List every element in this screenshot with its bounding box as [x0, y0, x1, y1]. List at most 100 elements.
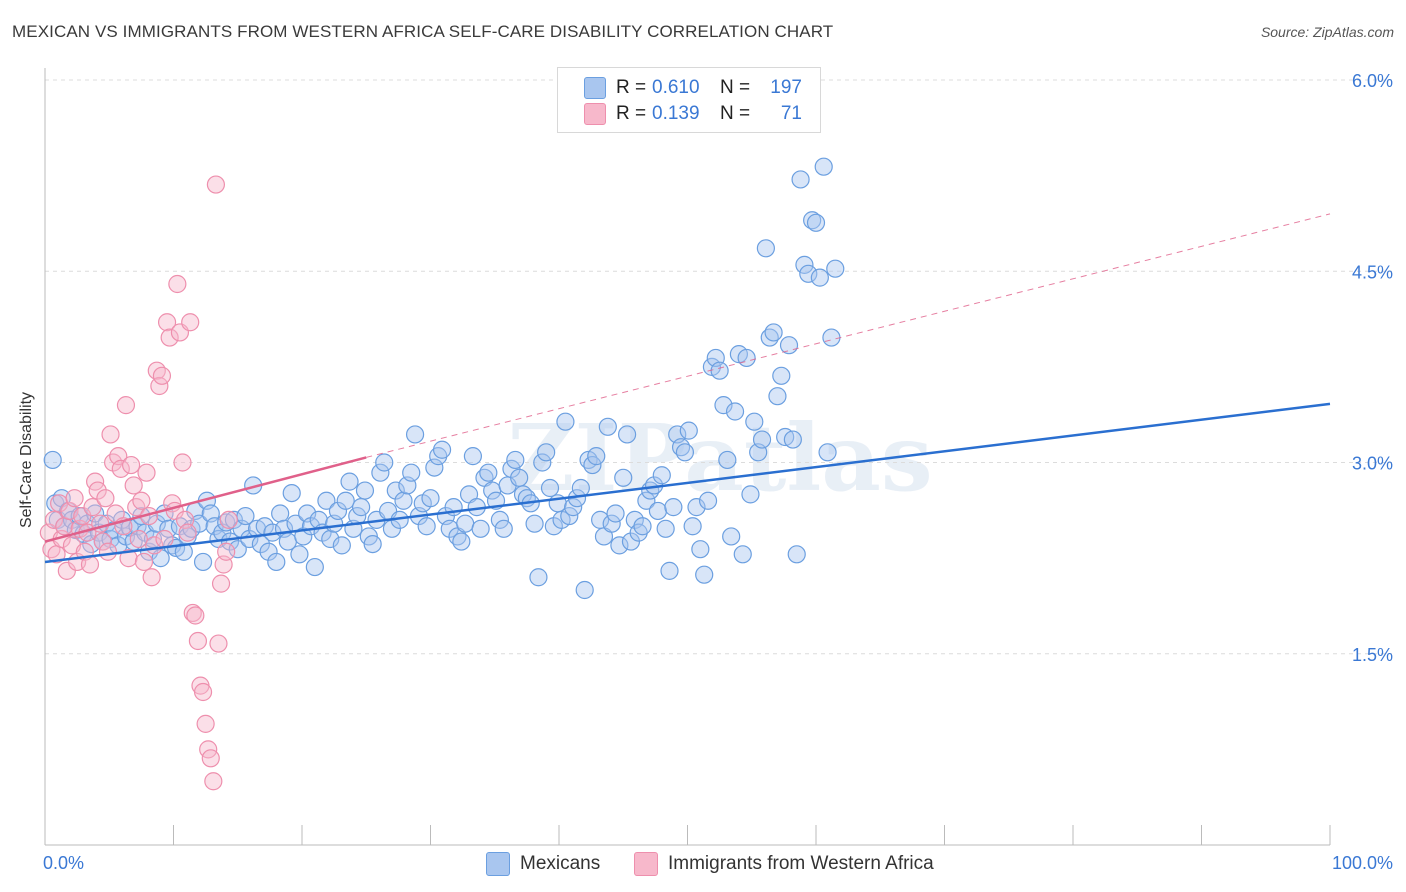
bottom-legend-swatch-western-africa — [634, 852, 658, 876]
mexicans-point — [529, 568, 548, 587]
mexicans-point — [193, 552, 213, 572]
western-africa-point — [206, 175, 226, 194]
mexicans-point — [332, 536, 351, 555]
western-africa-point — [201, 749, 220, 768]
western-africa-trendline — [44, 456, 367, 543]
mexicans-point — [664, 498, 683, 517]
western-africa-point — [188, 631, 208, 651]
mexicans-point — [826, 259, 845, 278]
mexicans-point — [43, 450, 62, 470]
mexicans-point — [614, 468, 633, 487]
mexicans-point — [618, 425, 637, 444]
bottom-legend-mexicans: Mexicans — [486, 852, 600, 876]
mexicans-point — [637, 491, 656, 510]
mexicans-point — [768, 387, 787, 406]
western-africa-point — [211, 574, 231, 593]
western-africa-point — [116, 396, 136, 415]
western-africa-point — [132, 491, 151, 510]
legend-r-label: R = — [616, 103, 647, 124]
western-africa-point — [152, 366, 172, 385]
legend-row-western-africa: R = 0.139 N = 71 — [584, 102, 802, 126]
mexicans-point — [695, 565, 714, 584]
western-africa-point — [101, 425, 120, 444]
mexicans-point — [321, 529, 340, 549]
mexicans-point — [602, 514, 621, 533]
trend-extension — [366, 213, 1331, 458]
mexicans-point — [259, 542, 278, 561]
mexicans-point — [683, 517, 702, 536]
source-credit: Source: ZipAtlas.com — [1260, 24, 1394, 40]
mexicans-point — [421, 489, 440, 508]
western-africa-point — [204, 772, 223, 791]
mexicans-point — [660, 561, 679, 580]
western-africa-point — [44, 510, 64, 529]
western-africa-point — [160, 328, 179, 347]
western-africa-point — [186, 606, 205, 625]
mexicans-point — [818, 443, 837, 462]
western-africa-point — [65, 489, 84, 508]
mexicans-point — [425, 458, 444, 477]
western-africa-point — [155, 529, 174, 549]
mexicans-point — [336, 491, 355, 510]
mexicans-point — [294, 527, 313, 546]
mexicans-point — [556, 412, 575, 431]
mexicans-point — [506, 450, 525, 470]
mexicans-point — [737, 348, 756, 368]
watermark: ZIPatlas — [507, 404, 932, 512]
western-africa-point — [209, 634, 228, 653]
western-africa-point — [193, 682, 213, 702]
chart-title: MEXICAN VS IMMIGRANTS FROM WESTERN AFRIC… — [12, 22, 834, 41]
mexicans-point — [691, 540, 710, 559]
mexicans-point — [648, 501, 668, 521]
mexicans-point — [228, 540, 247, 559]
mexicans-point — [394, 491, 413, 510]
western-africa-point — [88, 481, 107, 500]
western-africa-point — [168, 274, 187, 294]
mexicans-point — [282, 484, 301, 503]
legend-swatch-western-africa — [584, 103, 606, 125]
mexicans-point — [290, 545, 309, 564]
mexicans-point — [340, 472, 359, 491]
mexicans-point — [679, 421, 698, 440]
western-africa-point — [217, 542, 236, 561]
mexicans-point — [799, 264, 818, 283]
western-africa-point — [93, 532, 112, 551]
legend-n-value: 197 — [770, 77, 802, 98]
mexicans-point — [456, 514, 475, 533]
x-tick-label: 100.0% — [1332, 853, 1393, 873]
western-africa-point — [129, 529, 148, 549]
mexicans-point — [560, 506, 579, 526]
mexicans-point — [402, 463, 421, 482]
mexicans-point — [220, 532, 240, 551]
western-africa-point — [98, 542, 118, 561]
western-africa-point — [183, 603, 202, 623]
mexicans-point — [698, 491, 718, 510]
mexicans-point — [571, 478, 590, 498]
western-africa-point — [124, 476, 143, 495]
mexicans-trendline — [44, 402, 1331, 564]
mexicans-point — [725, 402, 745, 421]
mexicans-point — [355, 481, 375, 500]
western-africa-point — [142, 568, 161, 587]
y-tick-label: 4.5% — [1352, 262, 1393, 282]
bottom-legend-western-africa: Immigrants from Western Africa — [634, 852, 934, 876]
mexicans-point — [656, 519, 675, 538]
western-africa-point — [96, 489, 115, 508]
western-africa-point — [196, 714, 215, 733]
mexicans-point — [267, 552, 286, 572]
mexicans-point — [752, 430, 772, 449]
mexicans-point — [363, 534, 382, 554]
legend-swatch-mexicans — [584, 77, 606, 99]
mexicans-point — [317, 491, 336, 510]
western-africa-point — [134, 552, 154, 572]
mexicans-point — [814, 157, 833, 176]
mexicans-point — [633, 517, 652, 536]
mexicans-point — [490, 510, 509, 529]
western-africa-point — [147, 361, 166, 380]
y-tick-label: 1.5% — [1352, 645, 1393, 665]
mexicans-point — [147, 514, 166, 533]
mexicans-point — [675, 443, 695, 462]
mexicans-point — [787, 545, 806, 564]
mexicans-point — [174, 542, 193, 561]
mexicans-point — [822, 328, 841, 347]
